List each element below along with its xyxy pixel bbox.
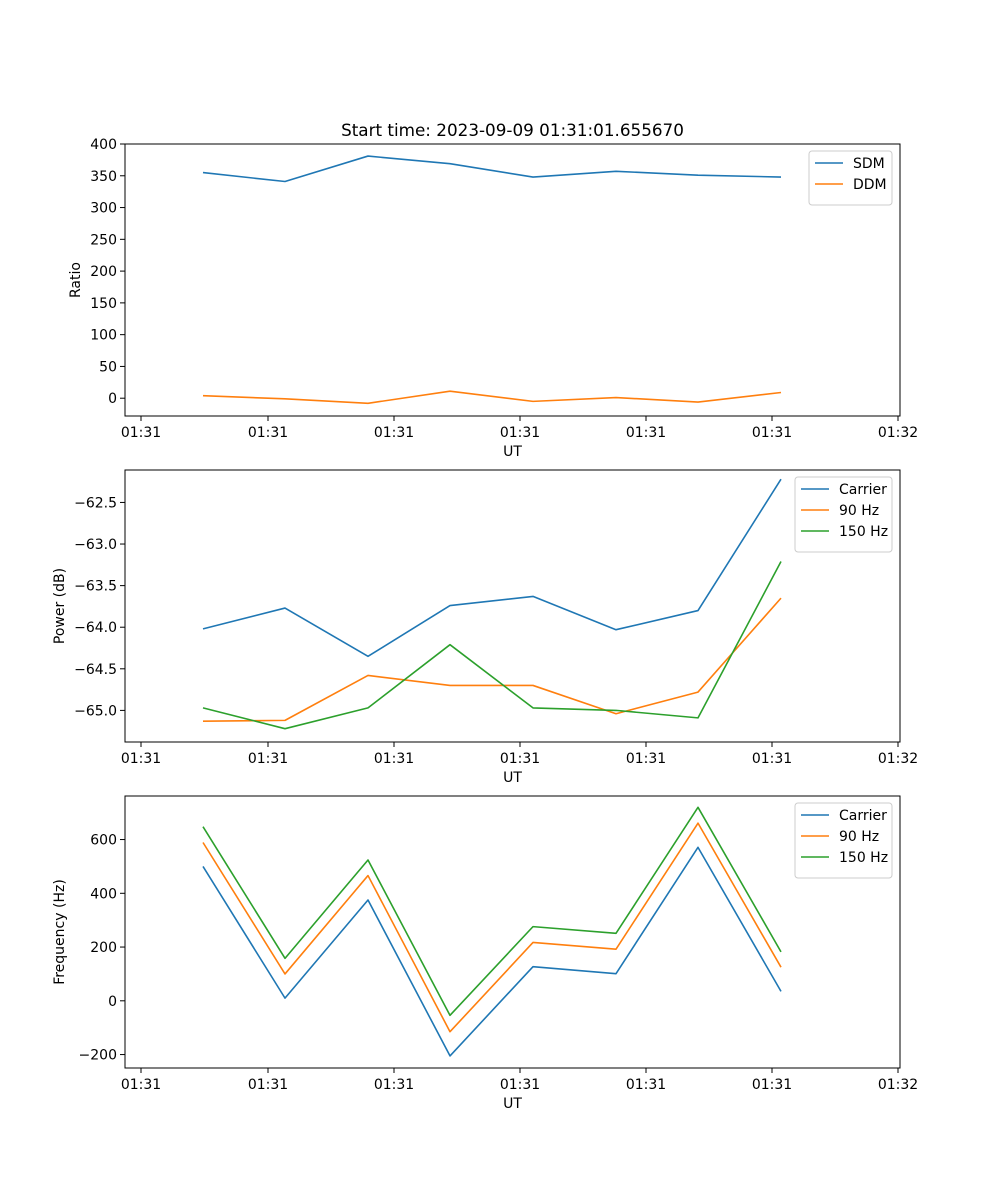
x-tick-label: 01:31 xyxy=(121,751,161,767)
series-line-150-hz xyxy=(202,806,782,1017)
series-line-carrier xyxy=(202,846,782,1057)
legend-label: 90 Hz xyxy=(839,829,879,845)
x-axis-label: UT xyxy=(503,444,522,460)
y-tick-label: 250 xyxy=(90,232,117,248)
series-line-150-hz xyxy=(202,561,782,730)
y-axis-label: Power (dB) xyxy=(52,568,68,644)
chart-title: Start time: 2023-09-09 01:31:01.655670 xyxy=(341,120,684,140)
x-tick-label: 01:31 xyxy=(626,425,666,441)
plot-area xyxy=(124,795,901,1069)
x-tick-label: 01:31 xyxy=(374,751,414,767)
y-tick-label: 0 xyxy=(108,391,117,407)
legend: Carrier 90 Hz 150 Hz xyxy=(794,802,893,879)
y-axis-label: Frequency (Hz) xyxy=(52,879,68,985)
y-tick-label: 0 xyxy=(108,994,117,1010)
chart-panel-1: 01:31 01:31 01:31 01:31 01:31 01:31 01:32 UT 0 50… xyxy=(68,120,918,460)
legend-box xyxy=(794,802,893,879)
x-tick-label: 01:31 xyxy=(121,425,161,441)
x-tick-label: 01:31 xyxy=(374,425,414,441)
series-line-carrier xyxy=(202,478,782,658)
y-tick-label: −64.5 xyxy=(74,662,117,678)
x-tick-label: 01:31 xyxy=(248,425,288,441)
y-tick-label: 400 xyxy=(90,137,117,153)
legend-label: 150 Hz xyxy=(839,524,888,540)
x-tick-label: 01:31 xyxy=(500,425,540,441)
y-tick-label: −65.0 xyxy=(74,703,117,719)
legend-label: Carrier xyxy=(839,482,887,498)
x-tick-label: 01:31 xyxy=(374,1077,414,1093)
legend-box xyxy=(808,150,893,206)
legend-label: SDM xyxy=(853,156,885,172)
x-tick-label: 01:31 xyxy=(752,1077,792,1093)
y-axis-label: Ratio xyxy=(68,262,84,298)
x-axis-label: UT xyxy=(503,1096,522,1112)
x-tick-label: 01:31 xyxy=(121,1077,161,1093)
series-line-sdm xyxy=(202,155,782,183)
y-tick-label: −64.0 xyxy=(74,620,117,636)
legend-label: Carrier xyxy=(839,808,887,824)
legend-label: DDM xyxy=(853,177,887,193)
x-tick-label: 01:32 xyxy=(878,1077,918,1093)
legend: Carrier 90 Hz 150 Hz xyxy=(794,476,893,553)
x-tick-label: 01:32 xyxy=(878,751,918,767)
x-tick-label: 01:31 xyxy=(626,1077,666,1093)
y-tick-label: −63.5 xyxy=(74,579,117,595)
y-tick-label: 150 xyxy=(90,296,117,312)
x-tick-label: 01:31 xyxy=(500,751,540,767)
chart-panel-3: 01:31 01:31 01:31 01:31 01:31 01:31 01:32 UT −20… xyxy=(52,795,918,1112)
series-line-ddm xyxy=(202,390,782,405)
y-tick-label: −200 xyxy=(79,1048,117,1064)
legend-label: 90 Hz xyxy=(839,503,879,519)
x-tick-label: 01:31 xyxy=(248,1077,288,1093)
plot-area xyxy=(124,143,901,417)
x-tick-label: 01:31 xyxy=(752,751,792,767)
series-line-90-hz xyxy=(202,597,782,722)
y-tick-label: 350 xyxy=(90,169,117,185)
x-tick-label: 01:31 xyxy=(500,1077,540,1093)
legend-box xyxy=(794,476,893,553)
y-tick-label: −63.0 xyxy=(74,537,117,553)
x-axis-label: UT xyxy=(503,770,522,786)
x-tick-label: 01:31 xyxy=(626,751,666,767)
y-tick-label: −62.5 xyxy=(74,495,117,511)
y-tick-label: 200 xyxy=(90,264,117,280)
legend-label: 150 Hz xyxy=(839,850,888,866)
y-tick-label: 300 xyxy=(90,201,117,217)
legend: SDM DDM xyxy=(808,150,893,206)
y-tick-label: 100 xyxy=(90,328,117,344)
x-tick-label: 01:31 xyxy=(752,425,792,441)
x-tick-label: 01:31 xyxy=(248,751,288,767)
y-tick-label: 50 xyxy=(99,359,117,375)
series-line-90-hz xyxy=(202,822,782,1033)
y-tick-label: 600 xyxy=(90,833,117,849)
x-tick-label: 01:32 xyxy=(878,425,918,441)
plot-area xyxy=(124,469,901,743)
chart-panel-2: 01:31 01:31 01:31 01:31 01:31 01:31 01:32 UT −62… xyxy=(52,469,918,786)
y-tick-label: 200 xyxy=(90,940,117,956)
y-tick-label: 400 xyxy=(90,886,117,902)
